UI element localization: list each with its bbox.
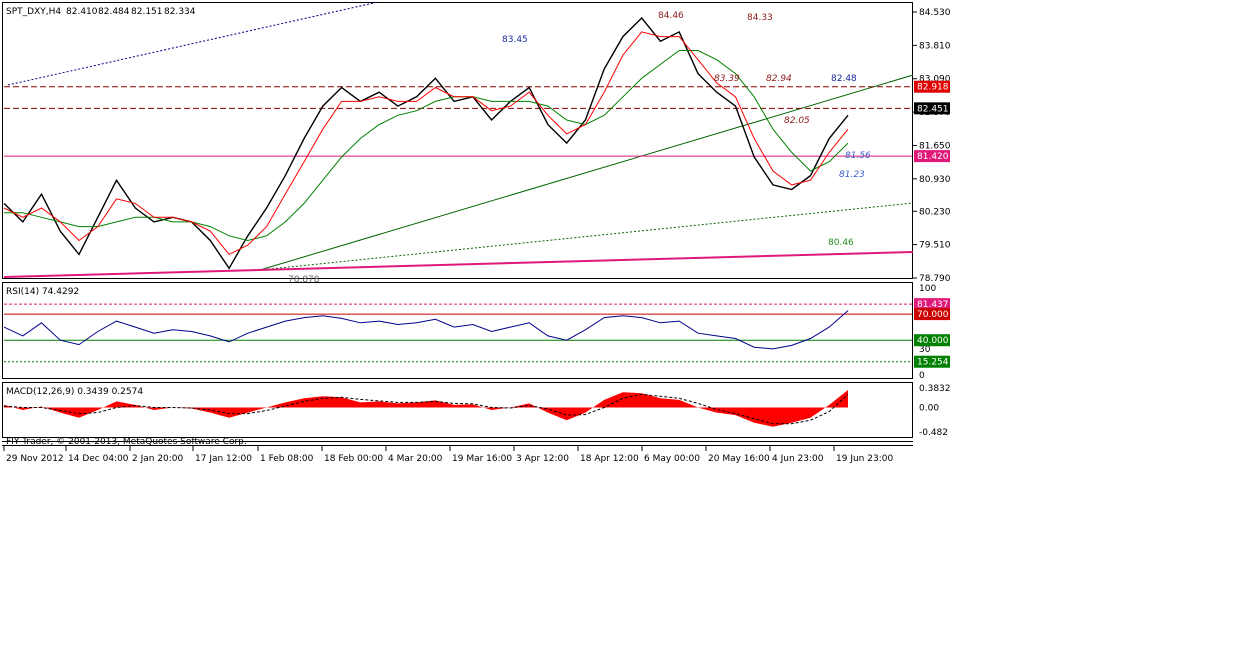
price-tag-box [914,150,950,163]
price-tag-label: 15.254 [917,358,949,368]
price-tag-box [914,80,950,93]
x-tick-label: 3 Apr 12:00 [516,454,569,464]
price-tag-box [914,308,950,321]
price-tag-label: 82.918 [917,83,949,93]
chart-annotation: 83.45 [502,35,528,45]
macd-axis: 0.3832 0.00 -0.482 [919,384,951,438]
high-value: 82.484 [98,7,130,17]
price-series-line [3,31,849,256]
rsi-tick-label: 100 [919,284,936,294]
price-tag-label: 40.000 [917,336,949,346]
price-tag: 82.918 [914,80,950,93]
symbol-label: SPT_DXY,H4 [6,7,61,17]
rsi-series-layer [3,303,912,363]
y-tick-label: 79.510 [919,241,951,251]
macd-tick-label: 0.3832 [919,384,951,394]
macd-panel [2,382,913,438]
macd-tick-label: 0.00 [919,403,939,413]
price-series-line [4,50,849,242]
y-tick-label: 83.090 [919,75,951,85]
price-tag: 81.437 [914,298,950,311]
rsi-tick-label: 30 [919,345,931,355]
chart-annotation: 82.48 [831,74,857,84]
macd-tick-label: -0.482 [919,428,948,438]
chart-annotation: 84.46 [658,11,684,21]
chart-annotation: 81.23 [839,170,865,180]
trendline [259,74,914,271]
x-tick-label: 1 Feb 08:00 [260,454,314,464]
y-tick-label: 80.230 [919,207,951,217]
price-tag: 82.451 [914,102,950,115]
y-tick-label: 84.530 [919,8,951,18]
x-tick-label: 4 Jun 23:00 [772,454,824,464]
x-tick-label: 18 Apr 12:00 [580,454,639,464]
y-tick-label: 83.810 [919,41,951,51]
x-tick-label: 6 May 00:00 [644,454,700,464]
chart-annotation: 82.05 [784,116,810,126]
chart-annotation: 81.56 [845,151,871,161]
close-value: 82.334 [164,7,196,17]
chart-annotation: 84.33 [747,13,773,23]
price-axis: 84.53083.81083.09082.37081.65080.93080.2… [913,8,951,284]
x-tick-label: 19 Jun 23:00 [836,454,893,464]
time-axis: 29 Nov 2012 14 Dec 04:00 2 Jan 20:00 17 Jan… [3,446,893,464]
price-series-line [3,16,849,270]
channel-line-upper [7,1,379,86]
price-tag-box [914,355,950,368]
rsi-line [3,310,849,350]
price-tag-label: 82.451 [917,104,949,114]
rsi-title: RSI(14) 74.4292 [6,287,79,297]
rsi-panel [2,282,913,379]
chart-annotation: 83.39 [714,74,740,84]
x-tick-label: 19 Mar 16:00 [452,454,512,464]
trendline-dotted [259,202,914,271]
open-value: 82.410 [66,7,98,17]
price-tag-label: 81.420 [917,152,949,162]
x-tick-label: 18 Feb 00:00 [324,454,383,464]
chart-annotation: 82.94 [766,74,792,84]
price-tag: 40.000 [914,334,950,347]
macd-title: MACD(12,26,9) 0.3439 0.2574 [6,387,143,397]
y-tick-label: 81.650 [919,141,951,151]
y-tick-label: 80.930 [919,175,951,185]
x-tick-label: 17 Jan 12:00 [195,454,252,464]
macd-signal-line [3,393,849,425]
price-tag-box [914,298,950,311]
x-tick-label: 20 May 16:00 [708,454,770,464]
macd-histogram [4,390,848,427]
price-tag: 70.000 [914,308,950,321]
low-value: 82.151 [131,7,163,17]
price-series-layer: 84.46 84.33 83.45 83.39 82.94 82.48 82.05 81.56… [3,1,914,285]
price-panel [2,2,913,279]
y-tick-label: 78.790 [919,274,951,284]
price-tag-label: 81.437 [917,300,949,310]
chart-annotation: 80.46 [828,238,854,248]
price-tag: 81.420 [914,150,950,163]
copyright-footer: FIY Trader, © 2001-2013, MetaQuotes Soft… [6,437,247,447]
price-tag-box [914,102,950,115]
macd-series-layer [3,390,849,427]
x-tick-label: 4 Mar 20:00 [388,454,443,464]
chart-annotation: 78.878 [288,275,320,285]
x-tick-label: 2 Jan 20:00 [132,454,184,464]
x-tick-label: 29 Nov 2012 [6,454,64,464]
rsi-tick-label: 0 [919,371,925,381]
price-tag: 15.254 [914,355,950,368]
price-tag-label: 70.000 [917,310,949,320]
support-line [3,251,914,278]
x-tick-label: 14 Dec 04:00 [68,454,129,464]
price-tag-box [914,334,950,347]
